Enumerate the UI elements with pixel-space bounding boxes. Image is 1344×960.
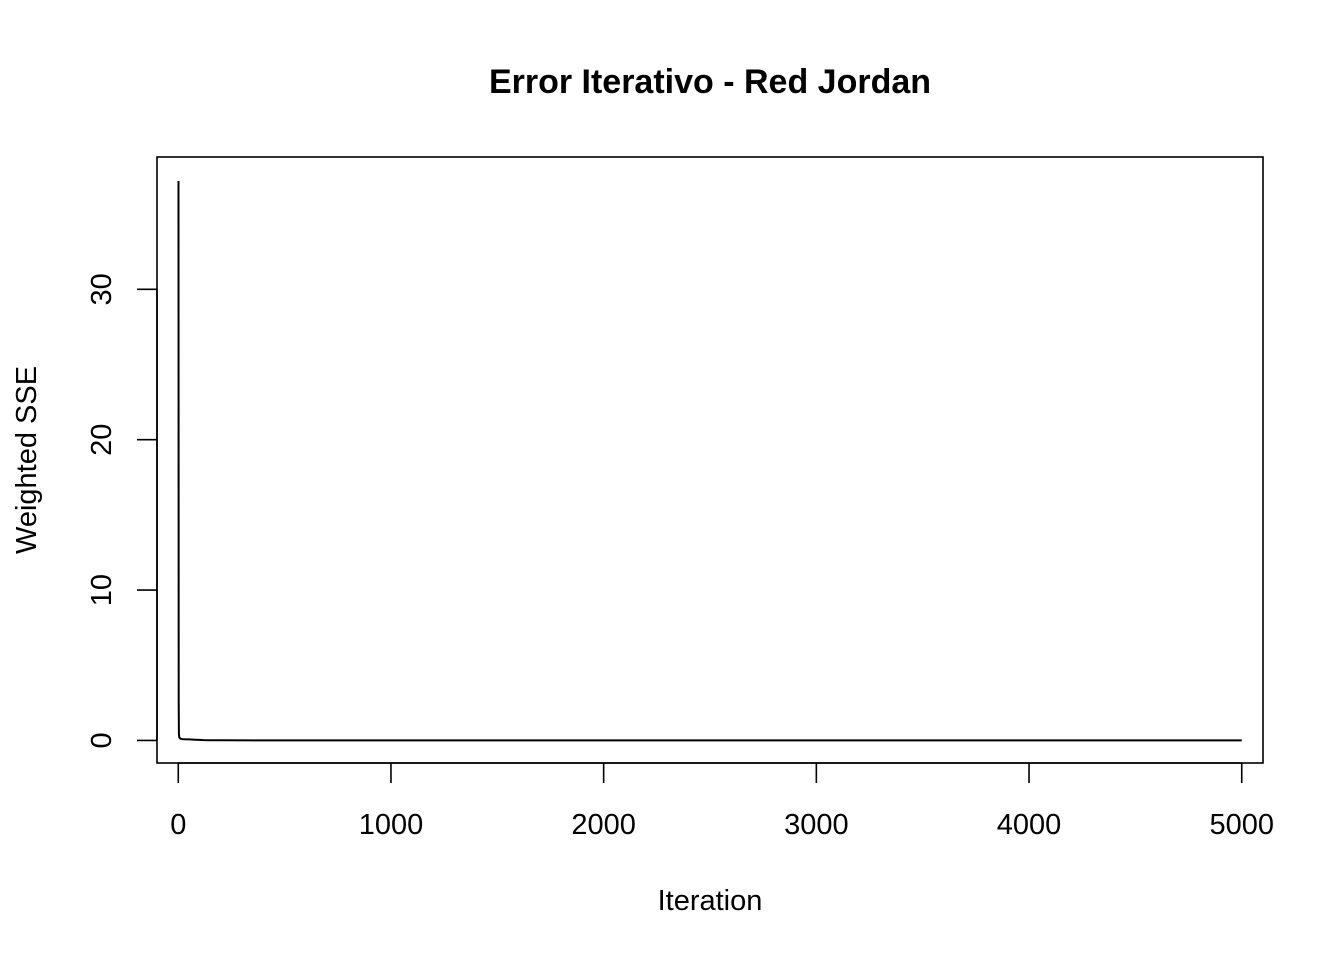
series-group bbox=[177, 181, 1242, 742]
x-tick-label: 5000 bbox=[1209, 809, 1274, 841]
x-axis: 0 1000 2000 3000 4000 5000 bbox=[170, 762, 1274, 841]
series-line bbox=[177, 181, 1242, 742]
chart-title: Error Iterativo - Red Jordan bbox=[489, 63, 931, 101]
x-tick-label: 0 bbox=[170, 809, 186, 841]
y-tick-label: 10 bbox=[86, 574, 118, 606]
x-tick-label: 2000 bbox=[571, 809, 636, 841]
x-axis-label: Iteration bbox=[658, 885, 763, 917]
x-tick-label: 1000 bbox=[359, 809, 424, 841]
y-tick-label: 0 bbox=[86, 732, 118, 748]
y-axis: 0 10 20 30 bbox=[86, 273, 158, 749]
x-tick-label: 4000 bbox=[997, 809, 1062, 841]
y-tick-label: 30 bbox=[86, 273, 118, 305]
y-axis-label: Weighted SSE bbox=[11, 366, 43, 554]
x-tick-label: 3000 bbox=[784, 809, 849, 841]
y-tick-label: 20 bbox=[86, 424, 118, 456]
plot-frame bbox=[156, 156, 1264, 764]
